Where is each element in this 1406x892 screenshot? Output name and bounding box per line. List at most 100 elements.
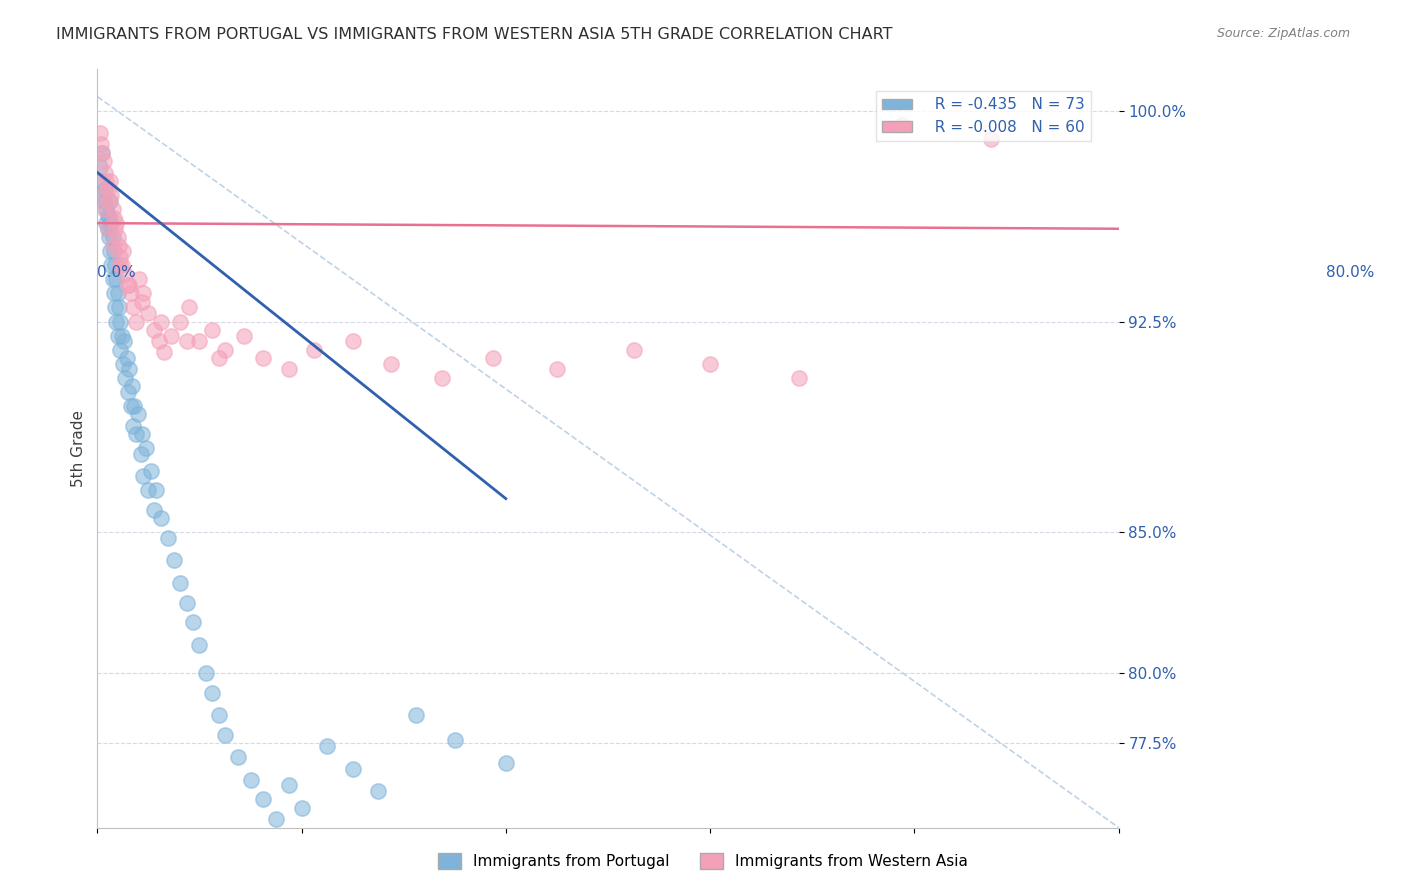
- Point: [91, 188, 114, 202]
- Point: [120, 286, 142, 301]
- Point: [110, 250, 132, 264]
- Point: [194, 665, 217, 680]
- Point: [97, 211, 120, 225]
- Point: [117, 277, 139, 292]
- Point: [150, 511, 173, 525]
- Point: [118, 362, 141, 376]
- Point: [115, 351, 138, 365]
- Point: [226, 750, 249, 764]
- Point: [98, 174, 121, 188]
- Point: [108, 238, 131, 252]
- Point: [623, 343, 645, 357]
- Point: [107, 286, 129, 301]
- Point: [110, 314, 132, 328]
- Point: [91, 145, 114, 160]
- Point: [316, 739, 339, 753]
- Point: [201, 323, 224, 337]
- Text: IMMIGRANTS FROM PORTUGAL VS IMMIGRANTS FROM WESTERN ASIA 5TH GRADE CORRELATION C: IMMIGRANTS FROM PORTUGAL VS IMMIGRANTS F…: [56, 27, 893, 42]
- Point: [108, 301, 131, 315]
- Point: [93, 194, 115, 208]
- Point: [699, 357, 721, 371]
- Point: [160, 328, 183, 343]
- Point: [179, 301, 201, 315]
- Point: [89, 126, 111, 140]
- Point: [132, 286, 155, 301]
- Point: [482, 351, 505, 365]
- Point: [90, 174, 112, 188]
- Point: [103, 244, 125, 259]
- Point: [291, 801, 314, 815]
- Point: [124, 427, 146, 442]
- Point: [135, 441, 157, 455]
- Point: [97, 221, 120, 235]
- Point: [97, 208, 120, 222]
- Point: [124, 399, 146, 413]
- Point: [91, 145, 114, 160]
- Point: [132, 469, 155, 483]
- Point: [214, 343, 236, 357]
- Point: [101, 272, 124, 286]
- Point: [128, 272, 150, 286]
- Point: [96, 202, 118, 216]
- Point: [110, 328, 132, 343]
- Point: [201, 685, 224, 699]
- Point: [367, 784, 389, 798]
- Point: [169, 314, 191, 328]
- Point: [100, 216, 122, 230]
- Point: [97, 194, 120, 208]
- Point: [104, 301, 127, 315]
- Point: [114, 370, 136, 384]
- Point: [101, 230, 124, 244]
- Point: [124, 314, 146, 328]
- Point: [118, 277, 141, 292]
- Point: [94, 165, 117, 179]
- Text: 0.0%: 0.0%: [97, 265, 136, 280]
- Point: [264, 812, 287, 826]
- Point: [121, 379, 143, 393]
- Point: [89, 160, 111, 174]
- Point: [96, 216, 118, 230]
- Point: [105, 216, 128, 230]
- Point: [131, 427, 153, 442]
- Point: [90, 188, 112, 202]
- Point: [101, 238, 124, 252]
- Point: [139, 463, 162, 477]
- Point: [789, 370, 811, 384]
- Point: [103, 286, 125, 301]
- Point: [104, 221, 127, 235]
- Point: [107, 328, 129, 343]
- Point: [120, 399, 142, 413]
- Point: [342, 762, 364, 776]
- Point: [111, 244, 134, 259]
- Point: [152, 345, 174, 359]
- Point: [148, 334, 170, 349]
- Point: [142, 323, 165, 337]
- Point: [122, 301, 145, 315]
- Point: [207, 708, 229, 723]
- Point: [97, 230, 120, 244]
- Point: [110, 258, 132, 272]
- Point: [138, 483, 160, 498]
- Point: [112, 334, 135, 349]
- Point: [233, 328, 256, 343]
- Point: [252, 792, 274, 806]
- Legend:   R = -0.435   N = 73,   R = -0.008   N = 60: R = -0.435 N = 73, R = -0.008 N = 60: [876, 91, 1091, 141]
- Point: [93, 154, 115, 169]
- Point: [122, 418, 145, 433]
- Point: [105, 272, 128, 286]
- Point: [188, 334, 211, 349]
- Point: [214, 728, 236, 742]
- Point: [342, 334, 364, 349]
- Point: [103, 211, 125, 225]
- Y-axis label: 5th Grade: 5th Grade: [72, 409, 86, 486]
- Legend: Immigrants from Portugal, Immigrants from Western Asia: Immigrants from Portugal, Immigrants fro…: [432, 847, 974, 875]
- Point: [138, 306, 160, 320]
- Text: 80.0%: 80.0%: [1326, 265, 1374, 280]
- Point: [100, 258, 122, 272]
- Point: [380, 357, 402, 371]
- Point: [277, 362, 299, 376]
- Point: [304, 343, 326, 357]
- Point: [97, 221, 120, 235]
- Text: Source: ZipAtlas.com: Source: ZipAtlas.com: [1216, 27, 1350, 40]
- Point: [176, 596, 198, 610]
